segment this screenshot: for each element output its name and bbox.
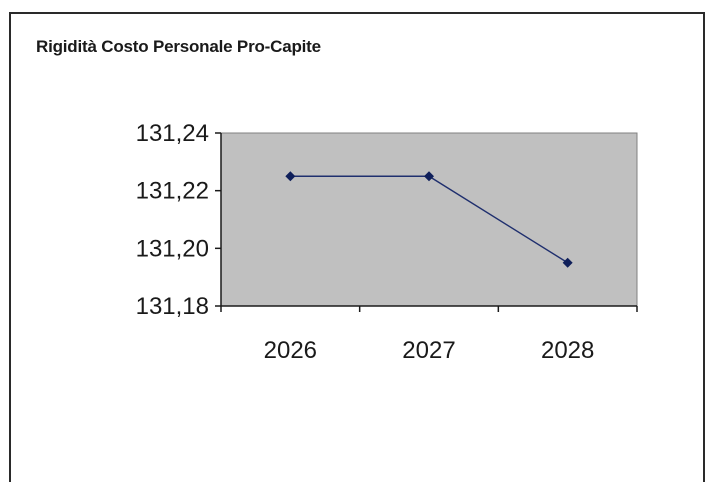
data-point-marker <box>424 171 434 182</box>
data-point-marker <box>285 171 296 182</box>
y-tick-label: 131,24 <box>136 120 209 147</box>
y-tick-label: 131,20 <box>136 235 209 262</box>
y-tick-label: 131,18 <box>136 293 209 320</box>
y-tick-label: 131,22 <box>136 178 209 205</box>
plot-area <box>220 132 638 307</box>
chart-title: Rigidità Costo Personale Pro-Capite <box>36 37 321 56</box>
plot-area-group: 131,18 131,20 131,22 131,24 2026 2027 2028 <box>136 120 638 364</box>
x-tick-label: 2026 <box>264 337 317 364</box>
data-point-marker <box>562 257 573 268</box>
x-tick-label: 2027 <box>402 337 455 364</box>
x-tick-label: 2028 <box>541 337 594 364</box>
